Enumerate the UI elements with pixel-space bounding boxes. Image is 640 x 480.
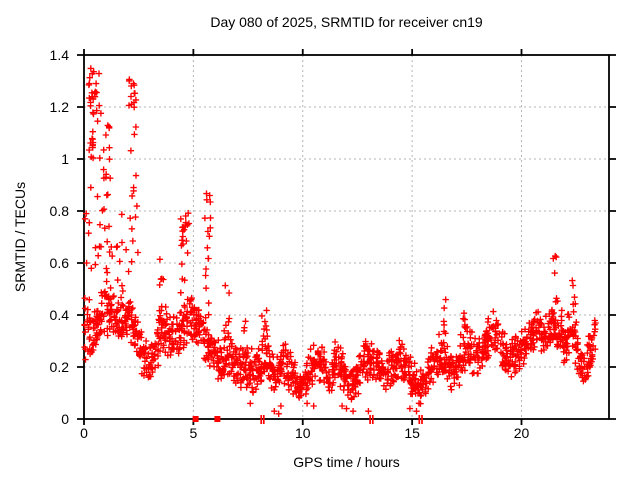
x-tick-label: 20 [513,425,530,441]
gridlines [84,55,609,419]
x-tick-label: 0 [80,425,88,441]
x-tick-label: 15 [404,425,420,441]
x-tick-label: 10 [294,425,311,441]
y-tick-label: 0.8 [49,203,69,219]
y-tick-label: 0.2 [49,359,69,375]
scatter-points [81,65,599,417]
chart-title: Day 080 of 2025, SRMTID for receiver cn1… [210,14,483,30]
y-tick-label: 0 [61,411,69,427]
y-tick-label: 1.4 [49,47,69,63]
axis-marker-square [214,416,221,422]
axis-marker-bars [260,415,423,424]
x-tick-label: 5 [189,425,198,441]
y-tick-label: 0.6 [49,255,69,271]
y-tick-label: 0.4 [49,307,69,323]
axis-marker-square [192,416,199,422]
plot-border [83,54,610,420]
y-tick-label: 1.2 [49,99,69,115]
y-tick-label: 1 [61,151,69,167]
x-axis-label: GPS time / hours [293,454,400,470]
